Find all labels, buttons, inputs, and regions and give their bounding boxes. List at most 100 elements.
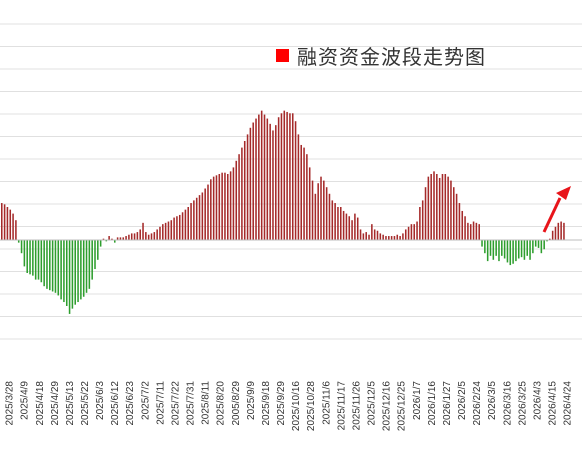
bar [458, 203, 461, 240]
bar [300, 144, 302, 240]
x-tick-label: 2025/3/28 [5, 381, 16, 426]
x-tick-label: 2025/11/17 [336, 381, 347, 431]
x-tick-label: 2025/8/20 [216, 381, 227, 426]
bar [280, 113, 283, 240]
bar [102, 238, 105, 240]
bar [162, 224, 164, 240]
bar [534, 240, 537, 247]
bar [97, 240, 99, 260]
bar [176, 216, 178, 240]
bar [393, 236, 396, 240]
bar [23, 240, 26, 267]
bar [94, 240, 96, 270]
bar [365, 232, 367, 240]
bar [484, 240, 486, 254]
bar [444, 174, 447, 240]
bar [503, 240, 506, 259]
bar [489, 240, 492, 256]
x-tick-label: 2026/4/3 [532, 381, 543, 420]
bar [469, 224, 472, 240]
bar [187, 207, 189, 240]
bar [9, 209, 12, 240]
bar [404, 229, 407, 240]
bar [272, 130, 274, 240]
bar [356, 217, 359, 240]
bar [467, 222, 469, 240]
bar [371, 224, 373, 240]
bar [252, 122, 254, 240]
bar [563, 222, 565, 240]
bar [515, 240, 517, 262]
bar [241, 147, 243, 240]
bar [85, 240, 88, 293]
bar [529, 240, 531, 260]
x-tick-label: 2026/1/27 [442, 381, 453, 426]
bar [68, 240, 71, 314]
bar [436, 174, 438, 240]
bar [419, 207, 421, 240]
bar-series [1, 110, 565, 314]
bar [486, 240, 489, 262]
bar [396, 234, 399, 240]
bar [546, 240, 548, 242]
bar [227, 174, 229, 240]
bar [549, 238, 551, 240]
bar [12, 213, 14, 240]
bar [342, 210, 345, 240]
bar [311, 180, 314, 240]
bar [130, 233, 133, 240]
bar [450, 180, 452, 240]
x-axis-tick-labels: 2025/3/28 2025/4/9 2025/4/18 2025/4/29 2025/… [5, 381, 574, 431]
bar [114, 240, 116, 243]
bar [190, 203, 192, 240]
bar [17, 240, 20, 243]
bar [532, 240, 534, 254]
bar [198, 195, 201, 240]
bar [142, 222, 144, 240]
bar [345, 213, 348, 240]
bar [540, 240, 543, 254]
bar [447, 176, 449, 240]
bar [34, 240, 37, 280]
bar [49, 240, 51, 291]
x-tick-label: 2025/8/11 [201, 381, 212, 425]
x-tick-label: 2025/11/26 [352, 381, 363, 431]
x-tick-label: 2025/10/28 [306, 381, 317, 431]
bar [20, 240, 23, 254]
bar [325, 187, 328, 240]
bar [232, 167, 235, 240]
bar [224, 172, 226, 240]
bar [51, 240, 54, 292]
bar [29, 240, 31, 275]
bar [40, 240, 43, 283]
bar [359, 229, 362, 240]
bar [385, 236, 387, 240]
bar [167, 221, 170, 240]
x-tick-label: 2025/7/11 [155, 381, 166, 425]
bar [26, 240, 28, 273]
bar [204, 188, 206, 240]
bar [413, 224, 415, 240]
bar [314, 193, 317, 240]
bar [461, 210, 464, 240]
bar [320, 176, 322, 240]
bar [80, 240, 82, 300]
x-tick-label: 2026/3/16 [502, 381, 513, 426]
grid-lines [0, 23, 582, 340]
bar [15, 220, 17, 240]
bar [472, 221, 475, 240]
bar [99, 240, 102, 247]
bar [108, 236, 110, 240]
x-tick-label: 2025/5/13 [65, 381, 76, 426]
bar [334, 203, 336, 240]
bar [91, 240, 93, 280]
bar [523, 240, 526, 260]
bar [125, 236, 127, 240]
bar [32, 240, 34, 276]
bar [71, 240, 74, 309]
bar [65, 240, 68, 306]
bar [111, 238, 113, 240]
bar [379, 233, 382, 240]
bar [128, 234, 130, 240]
bar [164, 222, 167, 240]
